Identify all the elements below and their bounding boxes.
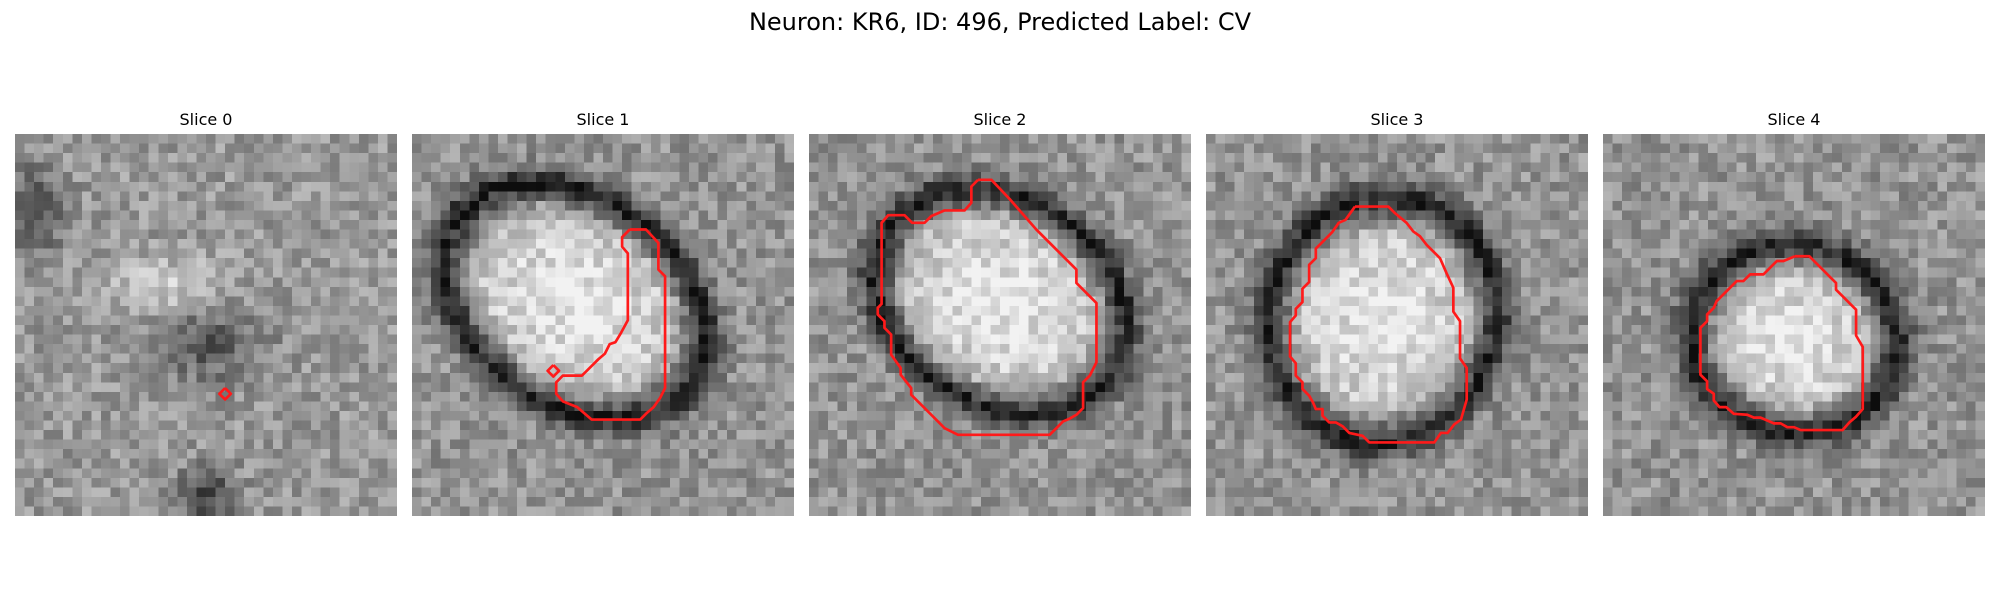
segmentation-contour-0 <box>218 387 233 401</box>
slice-title: Slice 0 <box>179 110 233 129</box>
slice-title: Slice 2 <box>973 110 1027 129</box>
segmentation-contour-0 <box>554 228 667 421</box>
slice-image <box>1206 134 1588 516</box>
slice-panel-3: Slice 3 <box>1206 110 1588 516</box>
slice-title: Slice 1 <box>576 110 630 129</box>
slice-panel-4: Slice 4 <box>1603 110 1985 516</box>
slice-title: Slice 4 <box>1767 110 1821 129</box>
slice-panel-0: Slice 0 <box>15 110 397 516</box>
slice-image <box>15 134 397 516</box>
slice-panel-1: Slice 1 <box>412 110 794 516</box>
segmentation-contour-0 <box>1288 205 1469 444</box>
slice-panel-2: Slice 2 <box>809 110 1191 516</box>
slice-image <box>1603 134 1985 516</box>
segmentation-contour-0 <box>876 178 1098 437</box>
segmentation-contour-0 <box>1699 254 1865 432</box>
figure-title: Neuron: KR6, ID: 496, Predicted Label: C… <box>748 8 1252 36</box>
slice-image <box>412 134 794 516</box>
slice-image <box>809 134 1191 516</box>
segmentation-contour-1 <box>546 364 561 378</box>
slice-title: Slice 3 <box>1370 110 1424 129</box>
